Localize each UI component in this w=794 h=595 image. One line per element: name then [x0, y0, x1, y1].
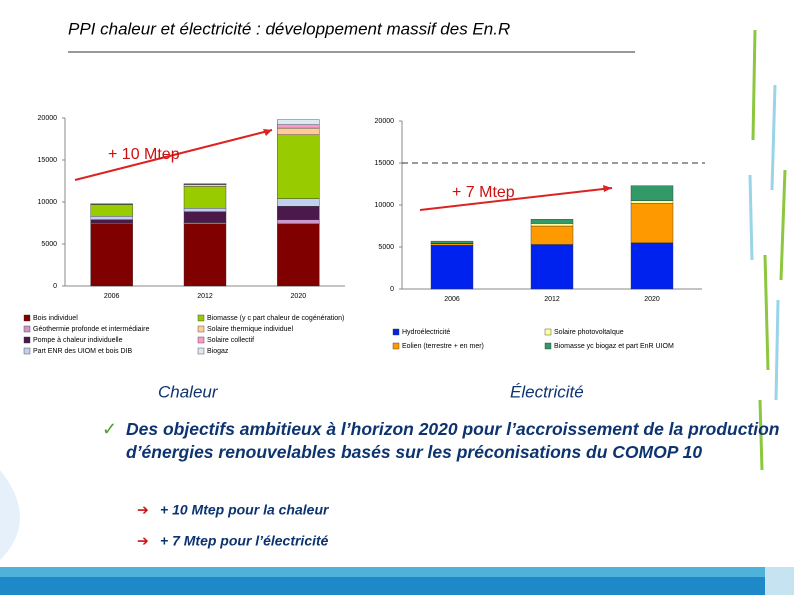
sub-bullet: + 10 Mtep pour la chaleur [160, 502, 330, 518]
bar-segment [530, 225, 574, 245]
bullet: Des objectifs ambitieux à l’horizon 2020… [126, 419, 780, 462]
bar-segment [90, 216, 133, 220]
bar-segment [530, 223, 574, 227]
bar-segment [430, 243, 474, 246]
footer-band-top [0, 567, 794, 577]
legend-swatch [197, 347, 205, 355]
caption: Chaleur [158, 382, 219, 401]
bar-segment [277, 127, 320, 136]
bar-segment [630, 242, 674, 290]
y-tick-label: 15000 [375, 160, 395, 167]
check-icon: ✓ [102, 419, 117, 439]
bar-segment [430, 245, 474, 290]
x-tick-label: 2012 [544, 296, 560, 303]
bar-segment [277, 134, 320, 199]
legend-swatch [23, 325, 31, 333]
legend-label: Pompe à chaleur individuelle [33, 337, 123, 344]
legend-swatch [392, 328, 400, 336]
bar-segment [630, 200, 674, 204]
legend-label: Biomasse (y c part chaleur de cogénérati… [207, 315, 344, 322]
bar-segment [530, 219, 574, 224]
legend-label: Eolien (terrestre + en mer) [402, 343, 484, 350]
bar-segment [277, 124, 320, 129]
y-tick-label: 5000 [41, 241, 57, 248]
y-tick-label: 0 [53, 283, 57, 290]
y-tick-label: 20000 [375, 118, 395, 125]
legend-swatch [23, 314, 31, 322]
arrow-icon: ➔ [137, 502, 149, 518]
legend-label: Solaire collectif [207, 337, 254, 344]
legend-swatch [197, 325, 205, 333]
decoration [0, 470, 20, 560]
bar-segment [277, 205, 320, 220]
bar-segment [183, 186, 227, 209]
bullet-box: Des objectifs ambitieux à l’horizon 2020… [126, 419, 780, 462]
legend-label: Part ENR des UIOM et bois DIB [33, 348, 133, 355]
legend-swatch [544, 342, 552, 350]
legend-swatch [23, 347, 31, 355]
arrow-head [603, 185, 612, 192]
legend-label: Hydroélectricité [402, 329, 450, 336]
bar-segment [90, 219, 133, 224]
x-tick-label: 2020 [644, 296, 660, 303]
legend-label: Géothermie profonde et intermédiaire [33, 326, 149, 333]
legend-swatch [197, 314, 205, 322]
legend-swatch [544, 328, 552, 336]
arrow-icon: ➔ [137, 533, 149, 549]
bar-segment [630, 203, 674, 244]
y-tick-label: 15000 [38, 157, 58, 164]
legend-label: Solaire photovoltaïque [554, 329, 624, 336]
bar-segment [630, 185, 674, 201]
y-tick-label: 10000 [375, 202, 395, 209]
caption: Électricité [510, 382, 584, 401]
bar-segment [183, 208, 227, 212]
arrow [74, 129, 273, 181]
bar-segment [183, 211, 227, 223]
bar-segment [277, 198, 320, 207]
arrow [419, 187, 613, 211]
bar-segment [430, 240, 474, 244]
legend-label: Bois individuel [33, 315, 78, 322]
bar-segment [183, 183, 227, 185]
legend-swatch [392, 342, 400, 350]
legend-swatch [197, 336, 205, 344]
bar-segment [277, 223, 320, 287]
annotation: + 10 Mtep [108, 146, 180, 163]
bar-segment [530, 244, 574, 290]
x-tick-label: 2012 [197, 293, 213, 300]
decoration-lines [748, 29, 787, 471]
legend-label: Solaire thermique individuel [207, 326, 293, 333]
legend-label: Biomasse yc biogaz et part EnR UIOM [554, 343, 674, 350]
bar-segment [90, 223, 133, 287]
x-tick-label: 2020 [291, 293, 307, 300]
slide-title: PPI chaleur et électricité : développeme… [68, 19, 510, 38]
legend-label: Biogaz [207, 348, 229, 355]
bar-segment [277, 119, 320, 125]
bar-segment [90, 204, 133, 217]
arrow-head [263, 129, 272, 136]
bar-segment [183, 184, 227, 187]
sub-bullet: + 7 Mtep pour l’électricité [160, 533, 329, 549]
annotation: + 7 Mtep [452, 184, 515, 201]
x-tick-label: 2006 [444, 296, 460, 303]
footer-corner [765, 567, 794, 595]
bar-segment [183, 223, 227, 287]
legend-swatch [23, 336, 31, 344]
x-tick-label: 2006 [104, 293, 120, 300]
y-tick-label: 0 [390, 286, 394, 293]
y-tick-label: 10000 [38, 199, 58, 206]
y-tick-label: 5000 [378, 244, 394, 251]
y-tick-label: 20000 [38, 115, 58, 122]
bar-segment [277, 219, 320, 225]
